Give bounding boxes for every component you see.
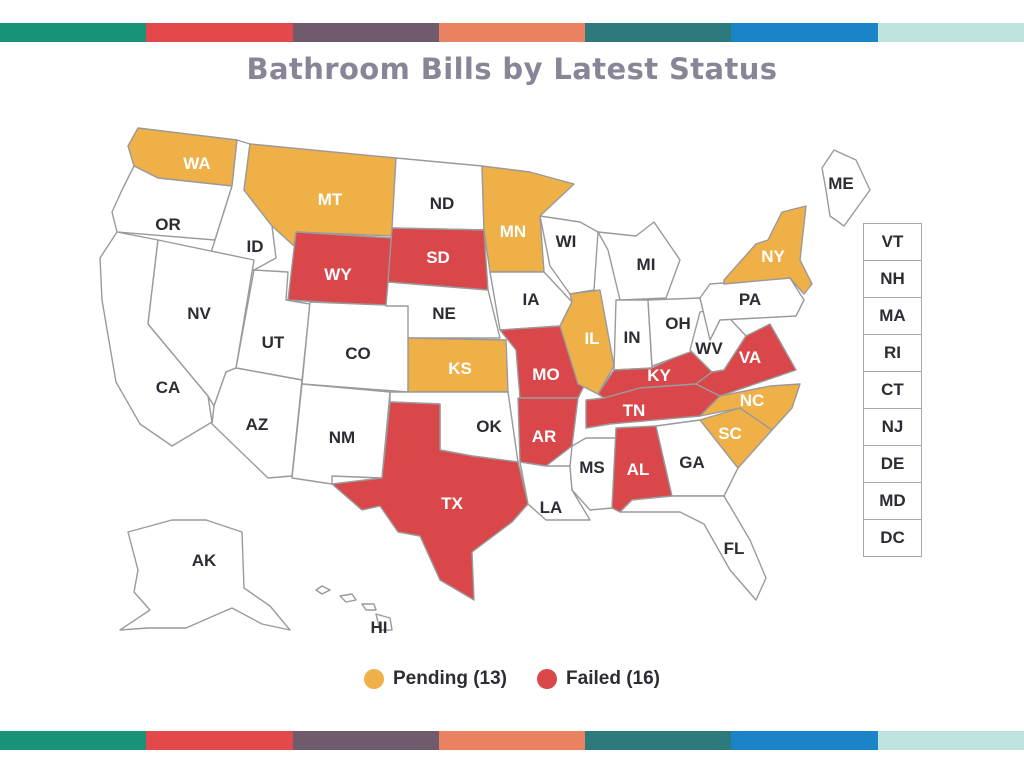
state-tx — [331, 401, 529, 601]
state-wi — [539, 215, 599, 295]
state-label-co: CO — [345, 344, 371, 363]
state-label-mn: MN — [500, 222, 526, 241]
state-label-ny: NY — [761, 247, 785, 266]
state-il — [559, 289, 615, 395]
stripe-segment — [731, 23, 878, 42]
state-fl — [619, 495, 767, 601]
state-label-al: AL — [627, 460, 650, 479]
state-label-ok: OK — [476, 417, 502, 436]
stripe-segment — [731, 731, 878, 750]
small-state-nh: NH — [864, 261, 921, 298]
state-la — [519, 461, 591, 521]
legend-label-pending: Pending (13) — [393, 668, 508, 689]
stripe-segment — [292, 23, 439, 42]
small-state-vt: VT — [864, 224, 921, 261]
stripe-segment — [877, 731, 1024, 750]
state-hi — [315, 585, 393, 631]
state-ak — [119, 519, 291, 631]
failed-swatch — [537, 669, 558, 689]
small-state-ma: MA — [864, 298, 921, 335]
state-label-la: LA — [540, 498, 563, 517]
stripe-segment — [146, 23, 293, 42]
stripe-segment — [585, 23, 732, 42]
state-label-ky: KY — [647, 366, 671, 385]
state-label-or: OR — [155, 215, 181, 234]
state-or — [111, 165, 233, 241]
pending-swatch — [364, 669, 384, 689]
state-label-il: IL — [584, 329, 599, 348]
state-label-tn: TN — [623, 401, 646, 420]
small-state-ct: CT — [864, 372, 921, 409]
state-label-wi: WI — [556, 232, 577, 251]
legend-item-pending: Pending (13) — [364, 668, 507, 690]
state-label-ca: CA — [156, 378, 181, 397]
small-state-ri: RI — [864, 335, 921, 372]
state-label-hi: HI — [371, 618, 388, 637]
small-state-dc: DC — [880, 528, 905, 547]
top-color-stripe — [0, 23, 1024, 42]
small-state-md: MD — [864, 483, 921, 520]
state-label-nc: NC — [740, 391, 765, 410]
state-nc — [699, 383, 801, 431]
state-me — [821, 149, 871, 227]
state-label-me: ME — [828, 174, 854, 193]
state-label-ks: KS — [448, 359, 472, 378]
state-label-nv: NV — [187, 304, 211, 323]
state-ar — [517, 397, 579, 467]
state-label-fl: FL — [724, 539, 745, 558]
state-label-ut: UT — [262, 333, 285, 352]
state-label-id: ID — [247, 237, 264, 256]
state-ny — [723, 205, 813, 295]
small-state-nj: NJ — [864, 409, 921, 446]
small-state-de: DE — [864, 446, 921, 483]
legend-label-failed: Failed (16) — [566, 668, 660, 689]
bottom-color-stripe — [0, 731, 1024, 750]
state-label-tx: TX — [441, 494, 463, 513]
state-label-wv: WV — [695, 339, 723, 358]
state-label-mi: MI — [637, 255, 656, 274]
state-mn — [481, 165, 575, 273]
state-label-va: VA — [739, 348, 761, 367]
state-label-ak: AK — [192, 551, 217, 570]
state-label-sd: SD — [426, 248, 450, 267]
state-label-nm: NM — [329, 428, 355, 447]
stripe-segment — [438, 731, 586, 750]
stripe-segment — [0, 731, 147, 750]
state-label-ms: MS — [579, 458, 605, 477]
state-label-ne: NE — [432, 304, 456, 323]
stripe-segment — [585, 731, 732, 750]
state-label-oh: OH — [665, 314, 691, 333]
state-label-wa: WA — [183, 154, 210, 173]
stripe-segment — [0, 23, 147, 42]
state-label-in: IN — [624, 328, 641, 347]
state-ms — [569, 437, 617, 511]
state-label-mo: MO — [532, 365, 559, 384]
state-label-pa: PA — [739, 290, 761, 309]
stripe-segment — [292, 731, 439, 750]
state-label-mt: MT — [318, 190, 343, 209]
legend-item-failed: Failed (16) — [537, 668, 660, 690]
state-label-ar: AR — [532, 427, 557, 446]
map-title: Bathroom Bills by Latest Status — [246, 52, 778, 86]
state-label-ia: IA — [523, 290, 540, 309]
state-label-ga: GA — [679, 453, 705, 472]
state-label-wy: WY — [324, 265, 352, 284]
state-ga — [655, 419, 739, 497]
state-mi — [597, 221, 681, 301]
state-label-az: AZ — [246, 415, 269, 434]
state-label-sc: SC — [718, 424, 742, 443]
stripe-segment — [438, 23, 586, 42]
small-states-table: VT NH MA RI CT NJ DE MD DC — [863, 223, 922, 557]
state-label-nd: ND — [430, 194, 455, 213]
map-legend: Pending (13) Failed (16) — [0, 668, 1024, 690]
stripe-segment — [877, 23, 1024, 42]
state-va — [695, 323, 797, 397]
stripe-segment — [146, 731, 293, 750]
